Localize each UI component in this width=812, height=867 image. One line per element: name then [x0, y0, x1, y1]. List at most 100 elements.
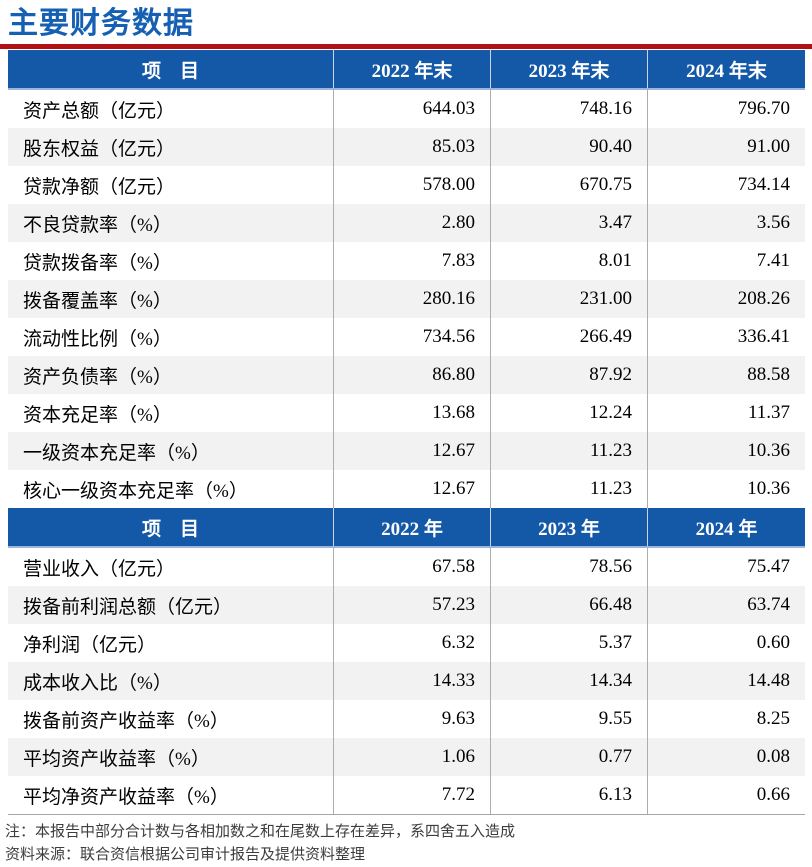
row-label: 拨备前利润总额（亿元） — [23, 596, 233, 618]
note-rounding: 注：本报告中部分合计数与各相加数之和在尾数上存在差异，系四舍五入造成 — [5, 824, 516, 840]
cell-value: 75.47 — [647, 548, 805, 586]
cell-value: 78.56 — [490, 548, 647, 586]
cell-value: 3.56 — [647, 204, 805, 242]
row-label: 拨备覆盖率（%） — [23, 290, 172, 312]
row-label: 股东权益（亿元） — [23, 138, 176, 160]
cell-value: 208.26 — [647, 280, 805, 318]
cell-value: 86.80 — [333, 356, 490, 394]
cell-value: 63.74 — [647, 586, 805, 624]
table-row: 平均净资产收益率（%） 7.72 6.13 0.66 — [8, 776, 805, 814]
cell-value: 8.25 — [647, 700, 805, 738]
row-label: 资产负债率（%） — [23, 366, 172, 388]
cell-value: 9.55 — [490, 700, 647, 738]
row-label: 成本收入比（%） — [23, 672, 172, 694]
cell-value: 8.01 — [490, 242, 647, 280]
column-header-2022-yearend: 2022 年末 — [333, 50, 490, 88]
row-label: 贷款拨备率（%） — [23, 252, 172, 274]
table-row: 核心一级资本充足率（%） 12.67 11.23 10.36 — [8, 470, 805, 508]
cell-value: 670.75 — [490, 166, 647, 204]
column-header-2023-yearend: 2023 年末 — [490, 50, 647, 88]
row-label: 平均净资产收益率（%） — [23, 786, 229, 808]
cell-value: 734.14 — [647, 166, 805, 204]
cell-value: 266.49 — [490, 318, 647, 356]
financial-data-table: 项 目 2022 年末 2023 年末 2024 年末 资产总额（亿元） 644.… — [8, 50, 805, 815]
cell-value: 88.58 — [647, 356, 805, 394]
balance-header-row: 项 目 2022 年末 2023 年末 2024 年末 — [8, 50, 805, 90]
row-label: 营业收入（亿元） — [23, 558, 176, 580]
cell-value: 12.24 — [490, 394, 647, 432]
table-row: 流动性比例（%） 734.56 266.49 336.41 — [8, 318, 805, 356]
cell-value: 14.33 — [333, 662, 490, 700]
table-row: 贷款拨备率（%） 7.83 8.01 7.41 — [8, 242, 805, 280]
table-row: 拨备前利润总额（亿元） 57.23 66.48 63.74 — [8, 586, 805, 624]
column-header-2023-year: 2023 年 — [490, 508, 647, 546]
column-header-item: 项 目 — [141, 518, 199, 540]
cell-value: 90.40 — [490, 128, 647, 166]
cell-value: 10.36 — [647, 432, 805, 470]
cell-value: 1.06 — [333, 738, 490, 776]
row-label: 平均资产收益率（%） — [23, 748, 210, 770]
column-header-2022-year: 2022 年 — [333, 508, 490, 546]
cell-value: 85.03 — [333, 128, 490, 166]
row-label: 一级资本充足率（%） — [23, 442, 210, 464]
cell-value: 3.47 — [490, 204, 647, 242]
table-row: 净利润（亿元） 6.32 5.37 0.60 — [8, 624, 805, 662]
cell-value: 280.16 — [333, 280, 490, 318]
page-title: 主要财务数据 — [8, 7, 194, 40]
cell-value: 12.67 — [333, 432, 490, 470]
note-source: 资料来源：联合资信根据公司审计报告及提供资料整理 — [5, 847, 366, 863]
cell-value: 6.13 — [490, 776, 647, 814]
cell-value: 6.32 — [333, 624, 490, 662]
row-label: 净利润（亿元） — [23, 634, 157, 656]
row-label: 拨备前资产收益率（%） — [23, 710, 229, 732]
cell-value: 14.48 — [647, 662, 805, 700]
cell-value: 231.00 — [490, 280, 647, 318]
cell-value: 0.08 — [647, 738, 805, 776]
cell-value: 644.03 — [333, 90, 490, 128]
table-row: 股东权益（亿元） 85.03 90.40 91.00 — [8, 128, 805, 166]
row-label: 流动性比例（%） — [23, 328, 172, 350]
cell-value: 5.37 — [490, 624, 647, 662]
cell-value: 7.41 — [647, 242, 805, 280]
cell-value: 796.70 — [647, 90, 805, 128]
table-row: 资产负债率（%） 86.80 87.92 88.58 — [8, 356, 805, 394]
table-row: 成本收入比（%） 14.33 14.34 14.48 — [8, 662, 805, 700]
table-row: 资产总额（亿元） 644.03 748.16 796.70 — [8, 90, 805, 128]
cell-value: 0.77 — [490, 738, 647, 776]
cell-value: 14.34 — [490, 662, 647, 700]
row-label: 核心一级资本充足率（%） — [23, 480, 248, 502]
cell-value: 10.36 — [647, 470, 805, 508]
cell-value: 87.92 — [490, 356, 647, 394]
cell-value: 0.60 — [647, 624, 805, 662]
report-page: 主要财务数据 项 目 2022 年末 2023 年末 2024 年末 资产总额（… — [0, 6, 812, 864]
cell-value: 11.23 — [490, 470, 647, 508]
table-row: 拨备覆盖率（%） 280.16 231.00 208.26 — [8, 280, 805, 318]
row-label: 资产总额（亿元） — [23, 100, 176, 122]
table-row: 平均资产收益率（%） 1.06 0.77 0.08 — [8, 738, 805, 776]
cell-value: 748.16 — [490, 90, 647, 128]
row-label: 不良贷款率（%） — [23, 214, 172, 236]
title-divider-rule — [0, 44, 812, 49]
cell-value: 734.56 — [333, 318, 490, 356]
cell-value: 9.63 — [333, 700, 490, 738]
cell-value: 91.00 — [647, 128, 805, 166]
table-row: 贷款净额（亿元） 578.00 670.75 734.14 — [8, 166, 805, 204]
cell-value: 336.41 — [647, 318, 805, 356]
cell-value: 67.58 — [333, 548, 490, 586]
cell-value: 12.67 — [333, 470, 490, 508]
cell-value: 7.83 — [333, 242, 490, 280]
cell-value: 13.68 — [333, 394, 490, 432]
cell-value: 7.72 — [333, 776, 490, 814]
income-rows: 营业收入（亿元） 67.58 78.56 75.47 拨备前利润总额（亿元） 57.23 6… — [8, 548, 805, 814]
cell-value: 2.80 — [333, 204, 490, 242]
balance-rows: 资产总额（亿元） 644.03 748.16 796.70 股东权益（亿元） 85.03 9… — [8, 90, 805, 508]
table-row: 拨备前资产收益率（%） 9.63 9.55 8.25 — [8, 700, 805, 738]
cell-value: 66.48 — [490, 586, 647, 624]
table-row: 一级资本充足率（%） 12.67 11.23 10.36 — [8, 432, 805, 470]
row-label: 贷款净额（亿元） — [23, 176, 176, 198]
cell-value: 11.37 — [647, 394, 805, 432]
table-row: 不良贷款率（%） 2.80 3.47 3.56 — [8, 204, 805, 242]
column-header-item: 项 目 — [141, 60, 199, 82]
column-header-2024-yearend: 2024 年末 — [647, 50, 805, 88]
cell-value: 578.00 — [333, 166, 490, 204]
